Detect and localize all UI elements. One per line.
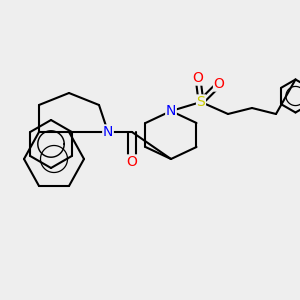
Text: O: O bbox=[214, 77, 224, 91]
Text: N: N bbox=[103, 125, 113, 139]
Text: O: O bbox=[193, 71, 203, 85]
Text: N: N bbox=[166, 104, 176, 118]
Text: O: O bbox=[127, 155, 137, 169]
Text: S: S bbox=[196, 95, 206, 109]
